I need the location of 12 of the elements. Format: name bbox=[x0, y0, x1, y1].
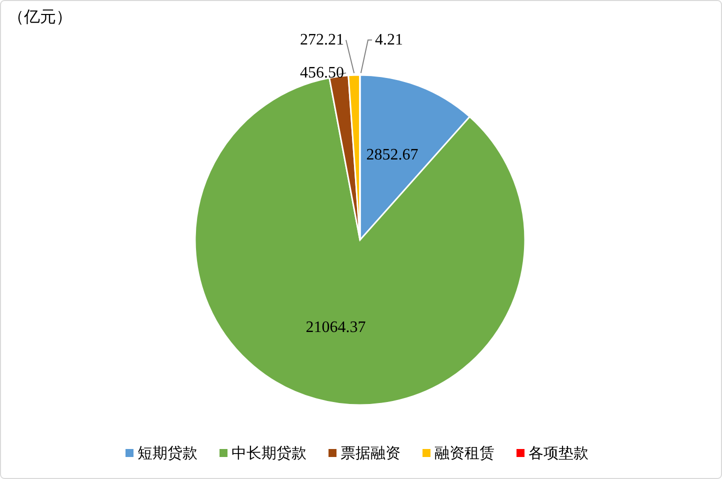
legend-label: 中长期贷款 bbox=[232, 444, 306, 462]
pie-slice bbox=[194, 77, 526, 406]
data-label: 21064.37 bbox=[306, 318, 366, 336]
data-label: 272.21 bbox=[300, 32, 344, 48]
legend-label: 各项垫款 bbox=[528, 444, 588, 462]
legend-label: 短期贷款 bbox=[138, 444, 198, 462]
data-label: 456.50 bbox=[300, 64, 344, 82]
legend-label: 融资租赁 bbox=[434, 444, 494, 462]
data-label: 4.21 bbox=[375, 32, 403, 48]
text: （亿元） bbox=[8, 7, 72, 26]
legend-label: 票据融资 bbox=[340, 444, 400, 462]
data-label: 2852.67 bbox=[366, 146, 418, 164]
